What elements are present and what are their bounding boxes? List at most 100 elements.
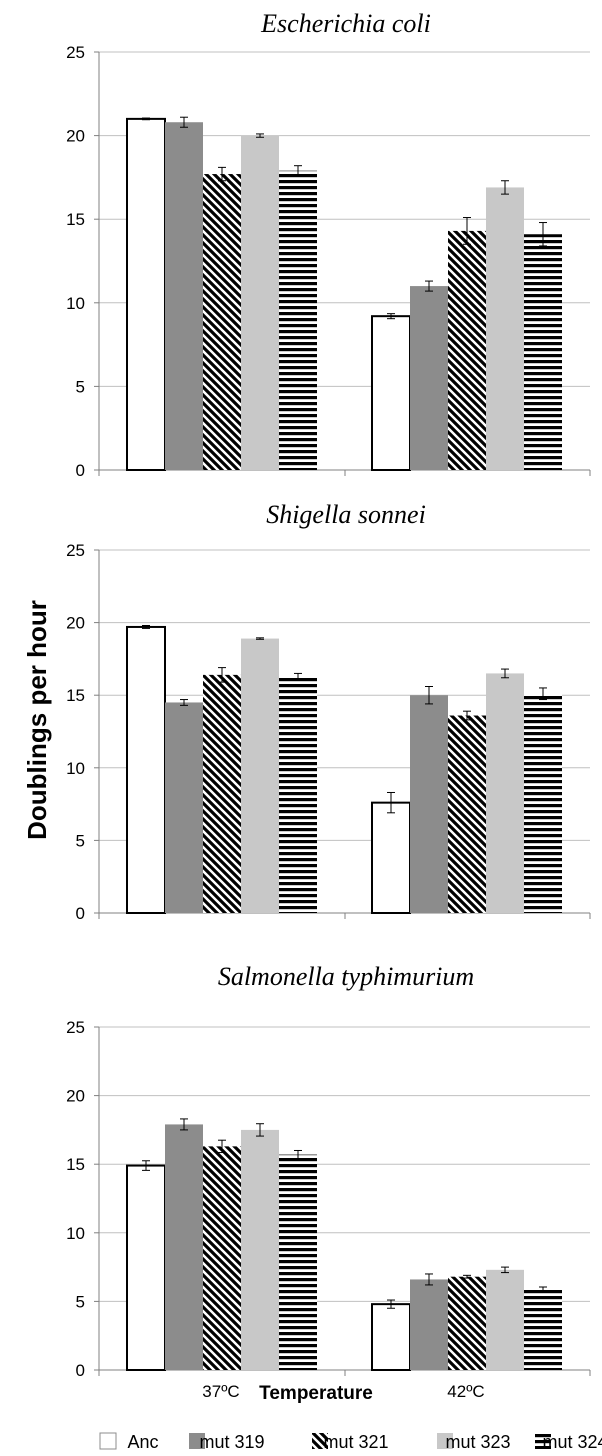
bar-mut-319-42c — [410, 1279, 448, 1370]
bar-mut-324-37c — [279, 170, 317, 470]
legend-swatch — [535, 1433, 551, 1449]
bar-mut-319-42c — [410, 695, 448, 913]
bar-mut-319-37c — [165, 1124, 203, 1370]
legend-swatch — [189, 1433, 205, 1449]
error-bar — [256, 637, 264, 640]
error-bar — [218, 1139, 226, 1154]
bar-mut-324-42c — [524, 1289, 562, 1370]
bar-anc-37c — [126, 117, 166, 471]
chart-panel-shigella-sonnei: Shigella sonnei 0 5 10 15 20 25 — [66, 500, 591, 923]
y-tick-label: 20 — [66, 614, 85, 633]
chart-title: Salmonella typhimurium — [218, 962, 474, 991]
y-axis-label: Doublings per hour — [22, 600, 52, 840]
legend-label: Anc — [127, 1432, 158, 1452]
legend-item-mut-324: mut 324 — [535, 1432, 602, 1452]
error-bar — [539, 222, 547, 247]
chart-panel-escherichia-coli: Escherichia coli 0 5 10 15 20 25 — [66, 9, 591, 480]
legend-item-mut-323: mut 323 — [437, 1432, 511, 1452]
y-tick-label: 0 — [76, 904, 85, 923]
bar-mut-319-37c — [165, 702, 203, 913]
error-bar — [294, 165, 302, 177]
y-tick-label: 5 — [76, 377, 85, 396]
error-bar — [539, 1286, 547, 1292]
error-bar — [501, 1266, 509, 1274]
bar-mut-321-42c — [448, 1276, 486, 1370]
y-tick-label: 0 — [76, 461, 85, 480]
error-bar — [539, 687, 547, 701]
bar-anc-42c — [371, 1303, 411, 1372]
legend-item-anc: Anc — [99, 1432, 159, 1452]
error-bar — [501, 180, 509, 195]
bar-anc-37c — [126, 1164, 166, 1372]
y-tick-label: 15 — [66, 210, 85, 229]
chart-title: Shigella sonnei — [266, 500, 426, 529]
chart-title: Escherichia coli — [260, 9, 431, 38]
bar-anc-42c — [371, 315, 411, 471]
legend: Anc mut 319 mut 321 mut 323 mut 324 — [99, 1432, 602, 1452]
error-bar — [387, 1299, 395, 1309]
y-tick-label: 10 — [66, 759, 85, 778]
y-tick-label: 10 — [66, 1224, 85, 1243]
error-bar — [501, 668, 509, 679]
error-bar — [387, 313, 395, 320]
error-bar — [218, 667, 226, 683]
legend-label: mut 323 — [445, 1432, 510, 1452]
bar-mut-321-37c — [203, 674, 241, 913]
bar-mut-324-37c — [279, 1154, 317, 1370]
bar-mut-324-42c — [524, 693, 562, 913]
error-bar — [218, 166, 226, 182]
error-bar — [463, 1274, 471, 1279]
error-bar — [180, 1118, 188, 1131]
bar-mut-323-42c — [486, 187, 524, 470]
error-bar — [180, 116, 188, 128]
bar-mut-319-42c — [410, 286, 448, 470]
error-bar — [256, 133, 264, 138]
error-bar — [180, 699, 188, 706]
error-bar — [142, 625, 150, 629]
y-tick-label: 0 — [76, 1361, 85, 1380]
error-bar — [425, 280, 433, 292]
legend-swatch — [312, 1433, 328, 1449]
error-bar — [463, 217, 471, 245]
bar-mut-323-42c — [486, 1269, 524, 1370]
bar-anc-42c — [371, 801, 411, 915]
bar-mut-319-37c — [165, 122, 203, 470]
bar-mut-324-42c — [524, 234, 562, 470]
y-tick-label: 15 — [66, 686, 85, 705]
error-bar — [294, 1149, 302, 1160]
bar-mut-323-37c — [241, 1129, 279, 1370]
x-category-label: 42ºC — [447, 1382, 484, 1401]
bar-mut-323-37c — [241, 638, 279, 913]
y-tick-label: 20 — [66, 1087, 85, 1106]
bar-mut-323-42c — [486, 673, 524, 913]
y-tick-label: 20 — [66, 127, 85, 146]
bar-mut-321-37c — [203, 174, 241, 470]
legend-label: mut 321 — [323, 1432, 388, 1452]
error-bar — [142, 1160, 150, 1171]
y-tick-label: 25 — [66, 541, 85, 560]
legend-item-mut-321: mut 321 — [312, 1432, 389, 1452]
chart-panel-salmonella-typhimurium: Salmonella typhimurium 0 5 10 15 20 25 — [66, 962, 591, 1380]
y-tick-label: 5 — [76, 1292, 85, 1311]
legend-label: mut 319 — [199, 1432, 264, 1452]
error-bar — [463, 710, 471, 721]
y-tick-label: 10 — [66, 294, 85, 313]
legend-label: mut 324 — [542, 1432, 602, 1452]
bar-mut-321-37c — [203, 1146, 241, 1370]
bar-mut-321-42c — [448, 715, 486, 913]
error-bar — [256, 1123, 264, 1137]
y-tick-label: 5 — [76, 831, 85, 850]
x-category-label: 37ºC — [202, 1382, 239, 1401]
y-tick-label: 25 — [66, 43, 85, 62]
legend-swatch — [437, 1433, 453, 1449]
bar-mut-323-37c — [241, 135, 279, 470]
error-bar — [387, 791, 395, 814]
bar-anc-37c — [126, 625, 166, 914]
bar-mut-324-37c — [279, 676, 317, 913]
legend-item-mut-319: mut 319 — [189, 1432, 265, 1452]
error-bar — [142, 117, 150, 121]
legend-swatch — [99, 1432, 117, 1450]
error-bar — [294, 672, 302, 680]
error-bar — [425, 1273, 433, 1286]
